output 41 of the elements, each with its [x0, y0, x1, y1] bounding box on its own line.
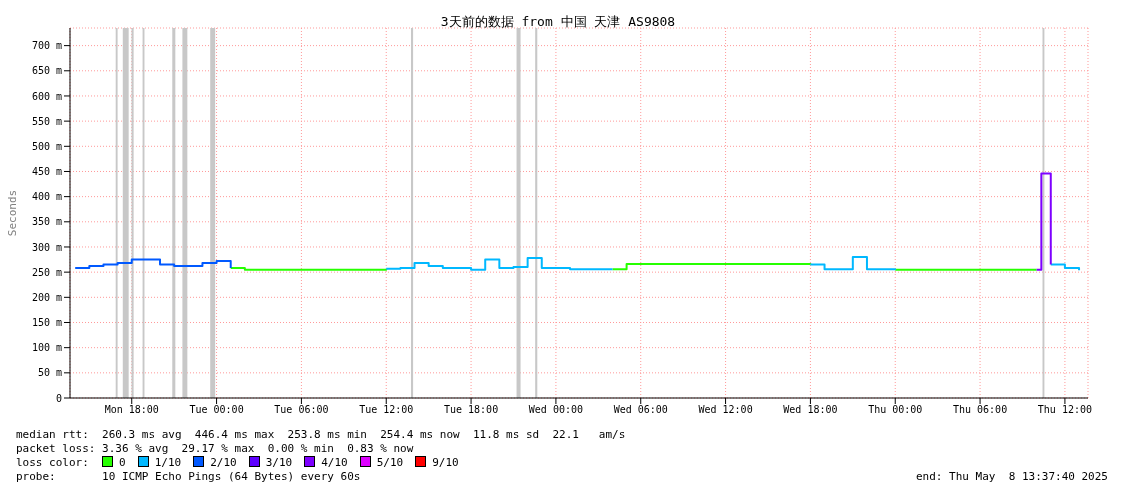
x-tick-label: Wed 00:00 [528, 404, 583, 416]
x-tick-label: Thu 12:00 [1037, 404, 1092, 416]
x-tick-label: Mon 18:00 [104, 404, 159, 416]
y-tick-label: 600 m [31, 90, 62, 102]
legend-label: 1/10 [153, 456, 182, 469]
x-tick-label: Tue 18:00 [443, 404, 499, 416]
legend-label: 3/10 [264, 456, 293, 469]
y-tick-label: 250 m [31, 266, 62, 278]
y-tick-label: 0 [55, 392, 62, 404]
y-tick-label: 200 m [31, 291, 62, 303]
y-tick-label: 350 m [31, 216, 62, 228]
x-tick-label: Wed 06:00 [613, 404, 668, 416]
x-tick-label: Tue 06:00 [274, 404, 329, 416]
text: end: Thu May 8 13:37:40 2025 [915, 470, 1108, 484]
y-tick-label: 50 m [37, 367, 62, 379]
x-tick-label: Tue 00:00 [189, 404, 244, 416]
legend-title: loss color: [16, 456, 89, 469]
x-tick-label: Wed 12:00 [698, 404, 753, 416]
y-tick-label: 100 m [31, 342, 62, 354]
text: median rtt: 260.3 ms avg 446.4 ms max 253.8 ms min 254.4 ms now 11.8 ms sd 22.1 am/s [16, 428, 627, 442]
y-tick-label: 500 m [31, 140, 62, 152]
legend-label: 9/10 [431, 456, 459, 469]
legend-label: 2/10 [209, 456, 237, 469]
x-tick-label: Wed 18:00 [783, 404, 838, 416]
y-tick-label: 400 m [31, 191, 62, 203]
y-tick-label: 700 m [31, 40, 62, 52]
x-tick-label: Tue 12:00 [359, 404, 414, 416]
text: probe: 10 ICMP Echo Pings (64 Bytes) every 60s [16, 470, 361, 484]
x-tick-label: Thu 06:00 [952, 404, 1008, 416]
y-tick-label: 150 m [31, 317, 62, 329]
y-tick-label: 550 m [31, 115, 62, 127]
legend-label: 0 [118, 456, 126, 469]
y-tick-label: 450 m [31, 166, 62, 178]
chart-title: 3天前的数据 from 中国 天津 AS9808 [440, 14, 676, 29]
y-tick-label: 650 m [31, 65, 62, 77]
legend-label: 4/10 [320, 456, 348, 469]
text: packet loss: 3.36 % avg 29.17 % max 0.00 % min 0.83 % now [16, 442, 415, 456]
x-tick-label: Thu 00:00 [868, 404, 923, 416]
legend-label: 5/10 [375, 456, 404, 469]
y-tick-label: 300 m [31, 241, 62, 253]
y-axis-title: Seconds [5, 189, 19, 237]
